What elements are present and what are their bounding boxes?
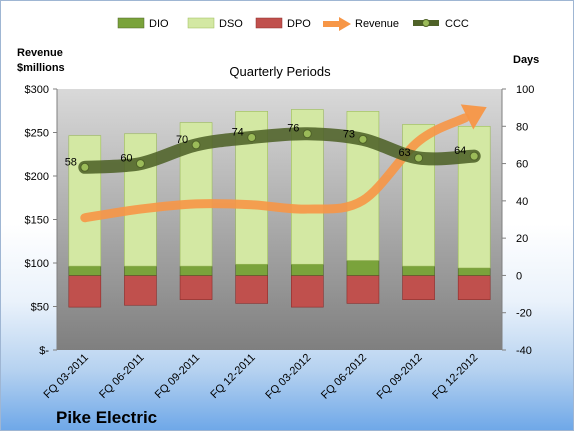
legend-label-dpo: DPO	[287, 18, 311, 30]
left-tick-label: $50	[31, 302, 49, 314]
ccc-data-label: 74	[232, 126, 244, 138]
ccc-marker	[191, 140, 201, 150]
x-tick-label: FQ 12-2012	[430, 352, 480, 402]
bar-dpo	[457, 275, 491, 300]
company-name: Pike Electric	[56, 408, 157, 427]
left-tick-label: $250	[25, 128, 49, 140]
right-tick-label: -20	[516, 308, 532, 320]
legend-swatch-dpo	[255, 17, 283, 29]
ccc-data-label: 70	[176, 134, 188, 146]
ccc-marker	[135, 159, 145, 169]
right-tick-label: 0	[516, 270, 522, 282]
left-tick-label: $300	[25, 84, 49, 96]
bar-dpo	[179, 275, 213, 300]
ccc-data-label: 60	[120, 153, 132, 165]
legend-arrowhead-revenue	[339, 17, 351, 31]
bar-dpo	[235, 275, 268, 304]
x-tick-label: FQ 09-2011	[153, 352, 202, 401]
x-tick-label: FQ 03-2011	[42, 352, 91, 401]
x-tick-label: FQ 12-2011	[208, 352, 257, 401]
bar-dio	[68, 265, 102, 276]
bar-dio	[291, 263, 324, 276]
ccc-marker	[469, 151, 479, 161]
x-tick-label: FQ 03-2012	[263, 352, 313, 402]
ccc-data-label: 63	[398, 147, 410, 159]
bar-dpo	[124, 275, 157, 306]
ccc-marker	[302, 129, 312, 139]
revenue-arrowhead	[460, 104, 487, 130]
legend-swatch-dso	[187, 17, 215, 29]
ccc-marker	[80, 162, 90, 172]
left-tick-label: $-	[39, 345, 49, 357]
bar-dpo	[68, 275, 102, 308]
legend-label-ccc: CCC	[445, 18, 469, 30]
axes: $- $50 $100 $150 $200 $250 $300 -40 -20 0 20 40 60 80…	[25, 84, 535, 357]
bar-dpo	[402, 275, 435, 300]
bar-dso	[68, 135, 102, 267]
ccc-data-label: 76	[287, 123, 299, 135]
right-tick-label: 20	[516, 233, 528, 245]
bar-dio	[457, 267, 491, 276]
left-axis-title-line1: Revenue	[17, 47, 63, 59]
legend-label-dso: DSO	[219, 18, 243, 30]
bar-dio	[346, 260, 380, 276]
lines: 58 60 70 74 76 73 63 64	[65, 104, 487, 223]
legend: DIO DSO DPO Revenue CCC	[117, 17, 469, 31]
left-tick-label: $200	[25, 171, 49, 183]
ccc-marker	[358, 134, 368, 144]
right-tick-label: 60	[516, 159, 528, 171]
bar-dio	[402, 265, 435, 276]
chart-title: Quarterly Periods	[229, 64, 331, 79]
bar-dpo	[291, 275, 324, 308]
right-axis-title: Days	[513, 54, 539, 66]
ccc-marker	[247, 132, 257, 142]
legend-marker-ccc	[422, 19, 430, 27]
revenue-line	[80, 113, 470, 223]
bar-dpo	[346, 275, 380, 304]
right-tick-label: 40	[516, 196, 528, 208]
legend-label-revenue: Revenue	[355, 18, 399, 30]
ccc-data-label: 58	[65, 156, 77, 168]
x-tick-label: FQ 06-2012	[319, 352, 369, 402]
bar-dio	[124, 265, 157, 276]
ccc-marker	[414, 153, 424, 163]
left-axis-title-line2: $millions	[17, 62, 65, 74]
ccc-data-label: 73	[343, 128, 355, 140]
right-tick-label: 100	[516, 84, 534, 96]
bar-dio	[179, 265, 213, 276]
legend-label-dio: DIO	[149, 18, 169, 30]
x-tick-label: FQ 09-2012	[375, 352, 425, 402]
bar-dio	[235, 263, 268, 276]
x-tick-label: FQ 06-2011	[97, 352, 146, 401]
left-tick-label: $150	[25, 215, 49, 227]
left-tick-label: $100	[25, 258, 49, 270]
ccc-line	[78, 127, 481, 174]
legend-swatch-dio	[117, 17, 145, 29]
ccc-data-label: 64	[454, 145, 466, 157]
x-axis-labels: FQ 03-2011 FQ 06-2011 FQ 09-2011 FQ 12-2011…	[42, 352, 481, 402]
right-tick-label: -40	[516, 345, 532, 357]
right-tick-label: 80	[516, 121, 528, 133]
